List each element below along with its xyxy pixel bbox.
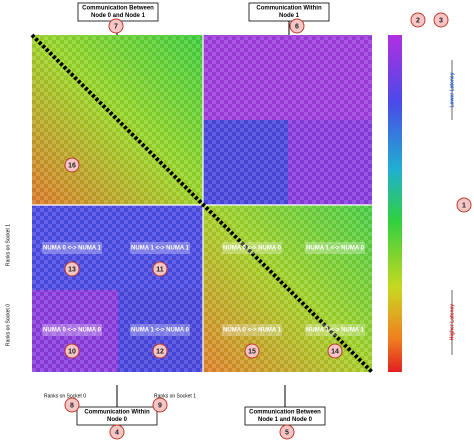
marker-circle bbox=[64, 261, 80, 277]
marker-number: 8 bbox=[70, 402, 74, 409]
numa-label-bg bbox=[222, 242, 282, 254]
callout-text: Communication Between bbox=[82, 6, 154, 12]
marker-number: 14 bbox=[331, 348, 339, 355]
latency-label: Lower Latency bbox=[449, 72, 455, 107]
axis-label: Ranks on Socket 1 bbox=[5, 224, 11, 266]
marker-number: 12 bbox=[156, 348, 164, 355]
numa-label-bg bbox=[222, 324, 282, 336]
numa-label: NUMA 0 <-> NUMA 1 bbox=[223, 328, 282, 334]
marker-circle bbox=[64, 343, 80, 359]
numa-label: NUMA 1 <-> NUMA 0 bbox=[306, 246, 365, 252]
marker-circle bbox=[327, 343, 343, 359]
callout-text: Communication Between bbox=[249, 410, 321, 416]
numa-label-bg bbox=[305, 242, 365, 254]
marker-number: 5 bbox=[285, 429, 289, 436]
callout-text: Node 0 bbox=[107, 417, 128, 423]
marker-number: 6 bbox=[295, 23, 299, 30]
callout-text: Communication Within bbox=[256, 6, 322, 12]
marker-number: 13 bbox=[68, 266, 76, 273]
numa-label: NUMA 1 <-> NUMA 1 bbox=[131, 246, 190, 252]
numa-label: NUMA 0 <-> NUMA 0 bbox=[43, 328, 102, 334]
numa-label: NUMA 0 <-> NUMA 0 bbox=[223, 246, 282, 252]
marker-circle bbox=[109, 424, 125, 440]
marker-number: 2 bbox=[416, 17, 420, 24]
marker-number: 11 bbox=[156, 266, 164, 273]
marker-number: 3 bbox=[439, 17, 443, 24]
marker-circle bbox=[433, 12, 449, 28]
axis-label: Ranks on Socket 0 bbox=[5, 304, 11, 346]
marker-number: 10 bbox=[68, 348, 76, 355]
marker-circle bbox=[456, 197, 472, 213]
marker-circle bbox=[410, 12, 426, 28]
numa-label-bg bbox=[42, 324, 102, 336]
numa-label: NUMA 1 <-> NUMA 0 bbox=[131, 328, 190, 334]
callout-text: Node 1 and Node 0 bbox=[258, 417, 313, 423]
axis-label: Ranks on Socket 1 bbox=[154, 393, 196, 399]
marker-circle bbox=[279, 424, 295, 440]
numa-label-bg bbox=[130, 242, 190, 254]
marker-circle bbox=[244, 343, 260, 359]
marker-number: 16 bbox=[68, 162, 76, 169]
marker-circle bbox=[152, 397, 168, 413]
colorbar bbox=[388, 35, 402, 372]
marker-circle bbox=[64, 397, 80, 413]
numa-label-bg bbox=[42, 242, 102, 254]
callout-text: Node 1 bbox=[279, 13, 300, 19]
marker-circle bbox=[152, 343, 168, 359]
callout-text: Node 0 and Node 1 bbox=[91, 13, 146, 19]
callout-text: Communication Within bbox=[84, 410, 150, 416]
marker-number: 4 bbox=[115, 429, 119, 436]
numa-label-bg bbox=[305, 324, 365, 336]
numa-label-bg bbox=[130, 324, 190, 336]
marker-number: 7 bbox=[114, 23, 118, 30]
marker-circle bbox=[108, 18, 124, 34]
marker-number: 9 bbox=[158, 402, 162, 409]
marker-number: 1 bbox=[462, 202, 466, 209]
marker-number: 15 bbox=[248, 348, 256, 355]
axis-label: Ranks on Socket 0 bbox=[44, 393, 86, 399]
numa-label: NUMA 1 <-> NUMA 1 bbox=[306, 328, 365, 334]
marker-circle bbox=[289, 18, 305, 34]
marker-circle bbox=[64, 157, 80, 173]
numa-label: NUMA 0 <-> NUMA 1 bbox=[43, 246, 102, 252]
latency-label: Higher Latency bbox=[449, 304, 455, 340]
heatmap bbox=[30, 33, 374, 374]
marker-circle bbox=[152, 261, 168, 277]
